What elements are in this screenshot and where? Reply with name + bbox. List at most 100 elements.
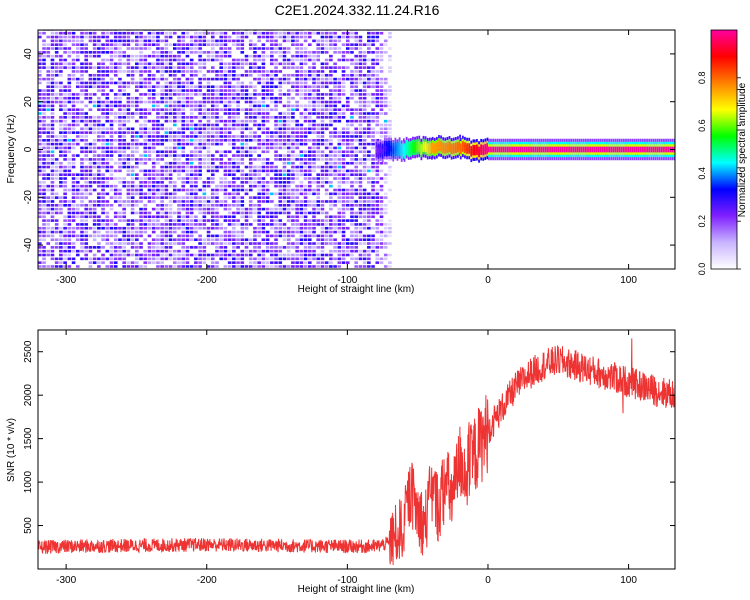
heatmap-cell: [303, 265, 308, 268]
heatmap-cell: [248, 177, 253, 180]
heatmap-cell: [253, 146, 257, 150]
heatmap-cell: [253, 62, 257, 66]
heatmap-cell: [312, 226, 316, 230]
heatmap-cell: [278, 249, 283, 253]
heatmap-cell: [227, 89, 232, 92]
heatmap-cell: [156, 177, 160, 180]
heatmap-cell: [210, 35, 215, 39]
heatmap-cell: [185, 161, 190, 165]
heatmap-cell: [156, 234, 160, 238]
heatmap-cell: [371, 131, 375, 134]
heatmap-cell: [270, 169, 274, 173]
heatmap-cell: [282, 203, 287, 207]
heatmap-cell: [160, 85, 164, 89]
heatmap-cell: [210, 108, 215, 111]
heatmap-cell: [67, 230, 72, 234]
heatmap-cell: [105, 43, 110, 46]
heatmap-cell: [177, 112, 181, 115]
heatmap-cell: [75, 70, 80, 73]
heatmap-cell: [307, 154, 312, 157]
heatmap-cell: [371, 112, 375, 115]
heatmap-cell: [172, 89, 177, 92]
heatmap-cell: [307, 238, 312, 242]
heatmap-cell: [333, 150, 337, 154]
heatmap-cell: [38, 135, 42, 138]
heatmap-cell: [194, 265, 198, 268]
heatmap-cell: [160, 54, 164, 58]
heatmap-cell: [383, 177, 388, 180]
heatmap-cell: [248, 184, 253, 188]
heatmap-cell: [223, 230, 228, 234]
heatmap-cell: [253, 203, 257, 207]
heatmap-cell: [240, 261, 245, 264]
heatmap-cell: [257, 253, 261, 257]
heatmap-cell: [312, 100, 316, 104]
heatmap-cell: [46, 123, 51, 127]
heatmap-cell: [71, 184, 76, 188]
heatmap-cell: [307, 203, 312, 207]
heatmap-cell: [130, 242, 135, 245]
heatmap-cell: [181, 203, 186, 207]
heatmap-cell: [329, 219, 333, 222]
heatmap-cell: [223, 192, 228, 196]
heatmap-cell: [261, 177, 266, 180]
heatmap-cell: [105, 127, 110, 131]
carrier-segment: [438, 142, 440, 149]
heatmap-cell: [130, 100, 135, 104]
heatmap-cell: [232, 123, 236, 127]
heatmap-cell: [42, 154, 46, 157]
heatmap-cell: [147, 184, 152, 188]
heatmap-cell: [358, 35, 363, 39]
heatmap-cell: [278, 154, 283, 157]
heatmap-cell: [236, 188, 240, 192]
heatmap-cell: [236, 203, 240, 207]
heatmap-cell: [118, 119, 122, 123]
spectrogram-y-tick-label: 40: [23, 48, 34, 60]
heatmap-cell: [160, 249, 164, 253]
heatmap-cell: [248, 150, 253, 154]
heatmap-cell: [54, 246, 59, 249]
heatmap-cell: [122, 200, 126, 203]
heatmap-cell: [147, 70, 152, 73]
heatmap-cell: [139, 62, 143, 66]
heatmap-cell: [42, 58, 46, 62]
heatmap-cell: [63, 265, 67, 268]
heatmap-cell: [113, 62, 118, 66]
heatmap-cell: [135, 246, 139, 249]
heatmap-cell: [303, 77, 308, 81]
heatmap-cell: [278, 219, 283, 222]
heatmap-cell: [320, 93, 325, 96]
heatmap-cell: [206, 112, 211, 115]
heatmap-cell: [139, 196, 143, 199]
heatmap-cell: [358, 51, 363, 54]
heatmap-cell: [316, 146, 321, 150]
heatmap-cell: [143, 154, 148, 157]
heatmap-cell: [383, 131, 388, 134]
heatmap-cell: [227, 173, 232, 176]
heatmap-cell: [147, 211, 152, 215]
heatmap-cell: [312, 207, 316, 211]
heatmap-cell: [270, 146, 274, 150]
heatmap-cell: [71, 66, 76, 69]
heatmap-cell: [257, 257, 261, 261]
heatmap-cell: [371, 184, 375, 188]
heatmap-cell: [63, 47, 67, 50]
heatmap-cell: [257, 108, 261, 111]
heatmap-cell: [333, 146, 337, 150]
heatmap-cell: [46, 223, 51, 226]
heatmap-cell: [257, 177, 261, 180]
heatmap-cell: [105, 150, 110, 154]
heatmap-cell: [274, 215, 278, 219]
heatmap-cell: [367, 196, 371, 199]
heatmap-cell: [232, 146, 236, 150]
heatmap-cell: [383, 211, 388, 215]
heatmap-cell: [109, 230, 114, 234]
heatmap-cell: [388, 223, 392, 226]
heatmap-cell: [303, 158, 308, 161]
heatmap-cell: [223, 47, 228, 50]
heatmap-cell: [113, 238, 118, 242]
heatmap-cell: [265, 96, 270, 100]
carrier-segment: [420, 146, 423, 153]
heatmap-cell: [354, 43, 358, 46]
heatmap-cell: [362, 154, 367, 157]
